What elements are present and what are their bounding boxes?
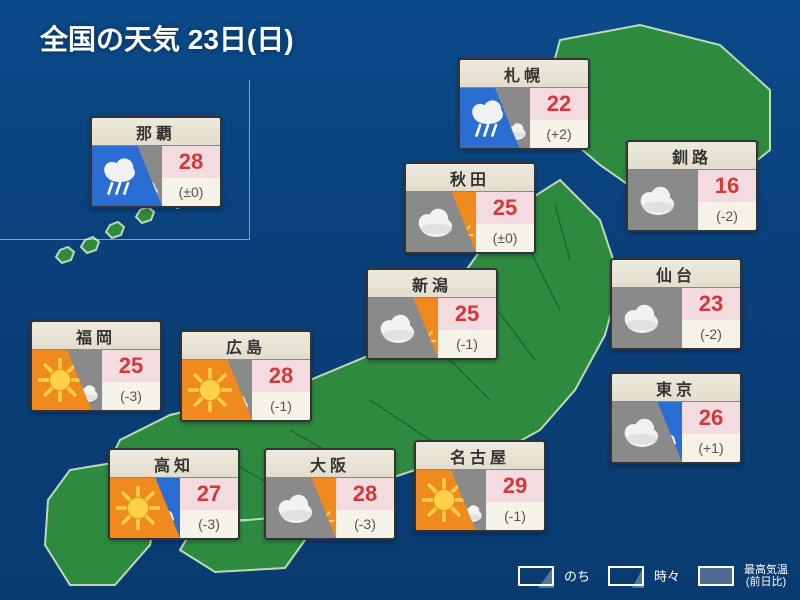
temp-diff: (-1) [486, 502, 544, 530]
city-name: 札幌 [460, 60, 588, 88]
weather-card-1: 釧路 16 (-2) [626, 140, 758, 232]
weather-card-10: 福岡 25 (-3) [30, 320, 162, 412]
weather-icon-box [182, 360, 252, 420]
high-temp: 22 [530, 88, 588, 120]
weather-icon-box [460, 88, 530, 148]
weather-card-2: 秋田 25 (±0) [404, 162, 536, 254]
weather-card-7: 大阪 28 (-3) [264, 448, 396, 540]
high-temp: 28 [162, 146, 220, 178]
wx-primary [612, 288, 682, 348]
high-temp: 29 [486, 470, 544, 502]
city-name: 仙台 [612, 260, 740, 288]
cloudy-icon [412, 200, 456, 244]
cloudy-icon [618, 410, 662, 454]
temp-diff: (+2) [530, 120, 588, 148]
high-temp: 25 [438, 298, 496, 330]
weather-card-8: 広島 28 (-1) [180, 330, 312, 422]
weather-icon-box [110, 478, 180, 538]
weather-icon-box [416, 470, 486, 530]
weather-card-9: 高知 27 (-3) [108, 448, 240, 540]
city-name: 那覇 [92, 118, 220, 146]
city-name: 福岡 [32, 322, 160, 350]
page-title: 全国の天気 23日(日) [40, 18, 294, 58]
rainy-icon [98, 154, 142, 198]
city-name: 釧路 [628, 142, 756, 170]
legend-temp-icon [698, 566, 734, 586]
city-name: 名古屋 [416, 442, 544, 470]
weather-icon-box [92, 146, 162, 206]
cloudy-icon [618, 296, 662, 340]
high-temp: 28 [252, 360, 310, 392]
city-name: 広島 [182, 332, 310, 360]
weather-icon-box [612, 402, 682, 462]
sunny-icon [188, 368, 232, 412]
weather-card-11: 那覇 28 (±0) [90, 116, 222, 208]
temp-diff: (±0) [476, 224, 534, 252]
city-name: 東京 [612, 374, 740, 402]
sunny-icon [116, 486, 160, 530]
temp-diff: (-1) [438, 330, 496, 358]
weather-icon-box [266, 478, 336, 538]
weather-card-5: 東京 26 (+1) [610, 372, 742, 464]
temp-diff: (-3) [180, 510, 238, 538]
weather-icon-box [32, 350, 102, 410]
cloudy-icon [374, 306, 418, 350]
weather-card-3: 仙台 23 (-2) [610, 258, 742, 350]
temp-diff: (-1) [252, 392, 310, 420]
legend-later-icon [518, 566, 554, 586]
temp-diff: (-3) [102, 382, 160, 410]
high-temp: 25 [476, 192, 534, 224]
legend: のち 時々 最高気温 (前日比) [518, 564, 788, 588]
weather-card-6: 名古屋 29 (-1) [414, 440, 546, 532]
temp-diff: (-2) [682, 320, 740, 348]
cloudy-icon [272, 486, 316, 530]
city-name: 秋田 [406, 164, 534, 192]
weather-card-0: 札幌 22 (+2) [458, 58, 590, 150]
temp-diff: (+1) [682, 434, 740, 462]
legend-later-label: のち [564, 566, 590, 585]
high-temp: 16 [698, 170, 756, 202]
cloudy-icon [634, 178, 678, 222]
weather-icon-box [612, 288, 682, 348]
temp-diff: (-2) [698, 202, 756, 230]
temp-diff: (-3) [336, 510, 394, 538]
high-temp: 26 [682, 402, 740, 434]
weather-icon-box [368, 298, 438, 358]
city-name: 新潟 [368, 270, 496, 298]
high-temp: 27 [180, 478, 238, 510]
city-name: 高知 [110, 450, 238, 478]
legend-temp-label: 最高気温 (前日比) [744, 564, 788, 588]
legend-sometimes-icon [608, 566, 644, 586]
high-temp: 28 [336, 478, 394, 510]
wx-primary [628, 170, 698, 230]
weather-icon-box [406, 192, 476, 252]
temp-diff: (±0) [162, 178, 220, 206]
high-temp: 23 [682, 288, 740, 320]
high-temp: 25 [102, 350, 160, 382]
legend-sometimes-label: 時々 [654, 566, 680, 585]
city-name: 大阪 [266, 450, 394, 478]
weather-card-4: 新潟 25 (-1) [366, 268, 498, 360]
weather-icon-box [628, 170, 698, 230]
